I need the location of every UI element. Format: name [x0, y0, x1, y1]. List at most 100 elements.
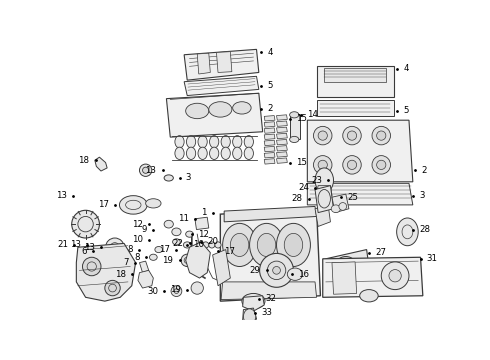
Text: 21: 21 — [57, 240, 68, 249]
Circle shape — [389, 270, 401, 282]
Ellipse shape — [315, 168, 334, 193]
Ellipse shape — [290, 136, 299, 143]
Polygon shape — [264, 116, 275, 121]
Text: 3: 3 — [419, 191, 424, 200]
Text: 9: 9 — [142, 225, 147, 234]
Ellipse shape — [249, 223, 283, 266]
Polygon shape — [95, 157, 107, 171]
Polygon shape — [290, 115, 300, 139]
Text: 2: 2 — [268, 104, 273, 113]
Ellipse shape — [222, 223, 257, 266]
Text: 22: 22 — [172, 239, 183, 248]
Circle shape — [347, 131, 357, 140]
Circle shape — [272, 266, 280, 274]
Ellipse shape — [186, 103, 209, 119]
Text: 30: 30 — [147, 287, 158, 296]
Ellipse shape — [210, 136, 219, 148]
Text: 5: 5 — [404, 107, 409, 116]
Ellipse shape — [105, 238, 124, 256]
Ellipse shape — [339, 203, 346, 210]
Polygon shape — [326, 249, 370, 288]
Text: 5: 5 — [268, 81, 273, 90]
Text: 13: 13 — [70, 240, 81, 249]
Polygon shape — [276, 152, 287, 157]
Polygon shape — [217, 52, 232, 72]
Text: 18: 18 — [115, 270, 125, 279]
Ellipse shape — [244, 136, 253, 148]
Circle shape — [171, 286, 182, 297]
Text: 15: 15 — [296, 114, 307, 123]
Text: 16: 16 — [298, 270, 309, 279]
Polygon shape — [184, 76, 259, 95]
Circle shape — [372, 156, 391, 174]
Ellipse shape — [242, 293, 265, 309]
Circle shape — [372, 126, 391, 145]
Circle shape — [343, 156, 361, 174]
Ellipse shape — [140, 164, 152, 176]
Ellipse shape — [209, 102, 232, 117]
Text: 1: 1 — [201, 208, 206, 217]
Circle shape — [334, 256, 357, 280]
Polygon shape — [264, 159, 275, 164]
Text: 24: 24 — [298, 184, 309, 193]
Ellipse shape — [172, 239, 180, 245]
Ellipse shape — [198, 136, 207, 148]
Text: 6: 6 — [82, 247, 87, 256]
Text: 33: 33 — [261, 308, 272, 317]
Ellipse shape — [215, 242, 221, 248]
Polygon shape — [317, 100, 393, 116]
Text: 11: 11 — [178, 214, 189, 223]
Polygon shape — [317, 66, 393, 97]
Text: 2: 2 — [421, 166, 427, 175]
Ellipse shape — [360, 289, 378, 302]
Text: 12: 12 — [131, 220, 143, 229]
Circle shape — [260, 253, 294, 287]
Text: 10: 10 — [131, 235, 143, 244]
Polygon shape — [276, 158, 287, 163]
Circle shape — [268, 261, 286, 280]
Circle shape — [174, 289, 179, 293]
Ellipse shape — [183, 242, 191, 248]
Polygon shape — [197, 53, 210, 74]
Text: 28: 28 — [292, 194, 303, 203]
Text: 23: 23 — [311, 176, 322, 185]
Ellipse shape — [164, 220, 173, 228]
Text: 13: 13 — [146, 166, 156, 175]
Ellipse shape — [244, 147, 253, 159]
Text: 4: 4 — [404, 64, 409, 73]
Polygon shape — [324, 68, 386, 82]
Polygon shape — [276, 115, 287, 120]
Ellipse shape — [221, 136, 230, 148]
Polygon shape — [323, 257, 423, 297]
Polygon shape — [264, 122, 275, 127]
Polygon shape — [276, 127, 287, 132]
Text: 19: 19 — [163, 256, 173, 265]
Polygon shape — [276, 133, 287, 139]
Ellipse shape — [175, 136, 184, 148]
Text: 12: 12 — [198, 230, 209, 239]
Circle shape — [314, 126, 332, 145]
Polygon shape — [184, 49, 259, 80]
Text: 25: 25 — [347, 193, 358, 202]
Polygon shape — [315, 186, 334, 213]
Text: 28: 28 — [419, 225, 430, 234]
Ellipse shape — [257, 233, 276, 256]
Circle shape — [181, 254, 194, 266]
Ellipse shape — [175, 147, 184, 159]
Text: 29: 29 — [249, 266, 260, 275]
Ellipse shape — [210, 147, 219, 159]
Ellipse shape — [186, 231, 194, 237]
Ellipse shape — [233, 147, 242, 159]
Polygon shape — [224, 206, 317, 222]
Polygon shape — [243, 296, 264, 311]
Polygon shape — [264, 147, 275, 152]
Ellipse shape — [72, 210, 99, 238]
Ellipse shape — [203, 242, 209, 248]
Polygon shape — [221, 282, 317, 300]
Ellipse shape — [120, 195, 147, 214]
Text: 19: 19 — [170, 285, 181, 294]
Circle shape — [341, 263, 351, 274]
Ellipse shape — [149, 254, 157, 260]
Ellipse shape — [172, 228, 181, 236]
Polygon shape — [264, 153, 275, 158]
